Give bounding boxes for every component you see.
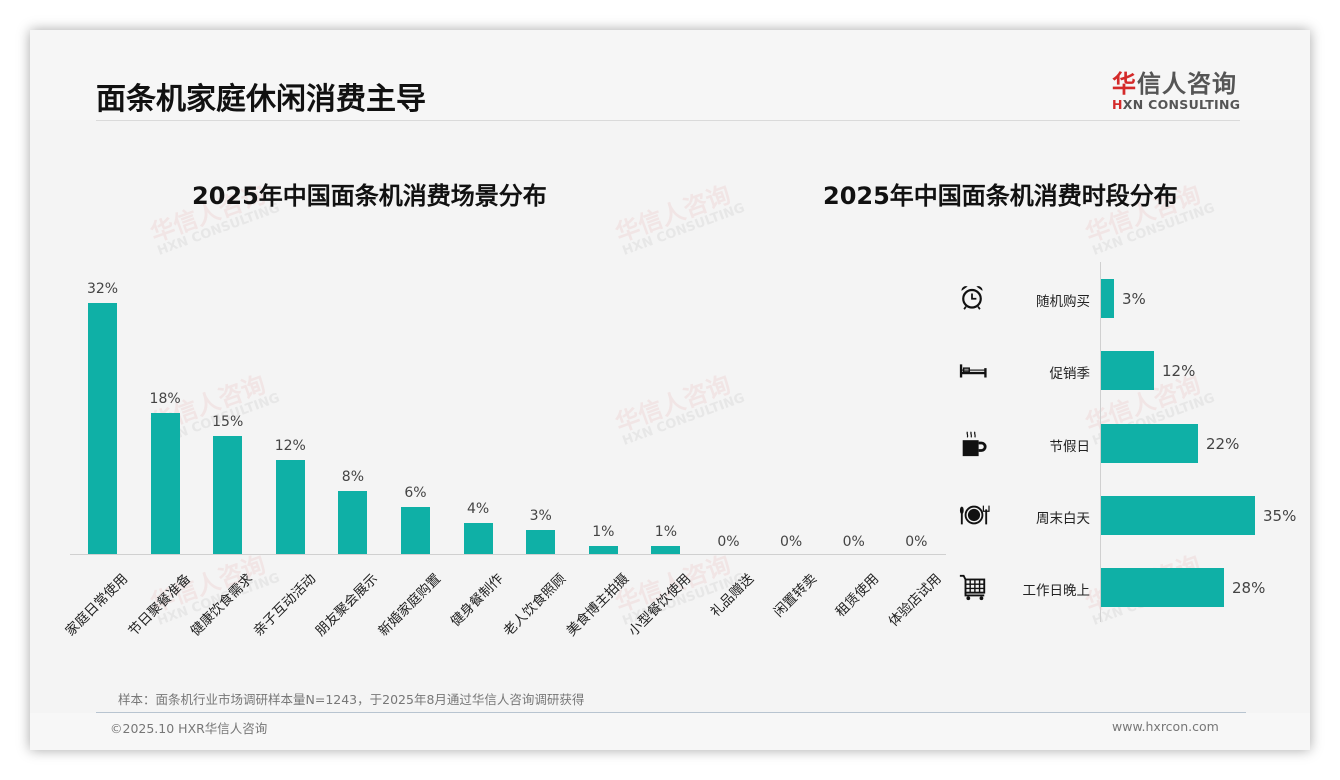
category-label: 老人饮食照顾	[500, 570, 570, 640]
category-label: 礼品赠送	[707, 570, 758, 621]
bar-value-label: 3%	[529, 508, 552, 524]
bar-value-label: 1%	[592, 524, 615, 540]
bar-value-label: 0%	[905, 534, 928, 550]
category-label: 家庭日常使用	[62, 570, 132, 640]
category-label: 亲子互动活动	[250, 570, 319, 640]
hbar-value-label: 28%	[1232, 579, 1266, 597]
hbar	[1101, 496, 1255, 535]
category-label: 健身餐制作	[447, 570, 507, 630]
bed-icon	[958, 355, 990, 387]
hbar-value-label: 35%	[1263, 507, 1297, 525]
alarm-clock-icon	[958, 283, 990, 315]
bar	[338, 491, 368, 554]
bar	[88, 303, 117, 554]
logo-en: HXN CONSULTING	[1112, 97, 1241, 112]
y-axis-line	[1100, 262, 1101, 622]
hbar-category-label: 随机购买	[1036, 294, 1090, 310]
x-axis-line	[70, 554, 946, 555]
slide: 面条机家庭休闲消费主导 华信人咨询 HXN CONSULTING 华信人咨询 HX…	[30, 30, 1310, 750]
bar	[150, 413, 180, 554]
bar-value-label: 18%	[149, 391, 181, 407]
page-title: 面条机家庭休闲消费主导	[96, 82, 426, 117]
bar	[588, 546, 618, 554]
sample-note: 样本：面条机行业市场调研样本量N=1243，于2025年8月通过华信人咨询调研获…	[118, 692, 585, 707]
bar	[651, 546, 681, 554]
hbar	[1101, 568, 1224, 607]
title-divider	[96, 120, 1240, 121]
hbar-category-label: 工作日晚上	[1022, 583, 1091, 599]
period-hbar-chart: 3% 随机购买 12% 促销季 22% 节假日 35% 周末白天 28% 工作日晚上	[950, 260, 1310, 630]
footer-band	[30, 713, 1310, 750]
bar-value-label: 6%	[404, 485, 427, 501]
category-label: 小型餐饮使用	[625, 570, 695, 640]
hbar-value-label: 12%	[1162, 362, 1196, 380]
bar	[401, 507, 430, 554]
header-band	[30, 30, 1310, 120]
hbar-value-label: 22%	[1206, 435, 1240, 453]
hbar	[1101, 279, 1114, 318]
category-label: 健康饮食需求	[187, 570, 257, 640]
category-label: 节日聚餐准备	[125, 570, 194, 640]
hbar-category-label: 促销季	[1049, 366, 1091, 382]
bar-value-label: 15%	[212, 414, 244, 430]
logo-cn: 华信人咨询	[1112, 70, 1237, 98]
hbar	[1101, 424, 1198, 463]
bar	[275, 460, 305, 554]
coffee-mug-icon	[958, 428, 990, 460]
bar	[463, 523, 493, 554]
category-label: 美食博主拍摄	[563, 570, 632, 640]
footer-divider	[96, 712, 1246, 713]
scene-chart-title: 2025年中国面条机消费场景分布	[192, 182, 547, 210]
category-label: 闲置转卖	[770, 570, 820, 621]
bar-value-label: 12%	[274, 438, 306, 454]
hbar-category-label: 周末白天	[1036, 511, 1090, 527]
shopping-cart-icon	[958, 572, 990, 604]
bar-value-label: 1%	[654, 524, 677, 540]
bar-value-label: 0%	[717, 534, 740, 550]
hbar-value-label: 3%	[1122, 290, 1146, 308]
bar-value-label: 4%	[466, 501, 490, 517]
website-link[interactable]: www.hxrcon.com	[1112, 719, 1219, 734]
brand-logo: 华信人咨询 HXN CONSULTING	[1112, 64, 1252, 112]
bar-value-label: 0%	[842, 534, 865, 550]
bar	[526, 530, 556, 554]
copyright: ©2025.10 HXR华信人咨询	[110, 721, 268, 736]
category-label: 新婚家庭购置	[375, 570, 445, 640]
category-label: 租赁使用	[832, 570, 883, 621]
category-label: 朋友聚会展示	[312, 570, 382, 640]
period-chart-title: 2025年中国面条机消费时段分布	[823, 182, 1178, 210]
hbar-category-label: 节假日	[1049, 439, 1091, 455]
bar	[213, 436, 243, 554]
hbar	[1101, 351, 1154, 390]
category-label: 体验店试用	[885, 570, 945, 630]
scene-bar-chart: 32% 家庭日常使用 18% 节日聚餐准备 15% 健康饮食需求 12% 亲子互动活动 8% 朋友…	[63, 280, 950, 639]
bar-value-label: 8%	[341, 469, 364, 485]
dining-plate-icon	[958, 500, 990, 532]
bar-value-label: 32%	[86, 281, 119, 297]
bar-value-label: 0%	[779, 534, 803, 550]
